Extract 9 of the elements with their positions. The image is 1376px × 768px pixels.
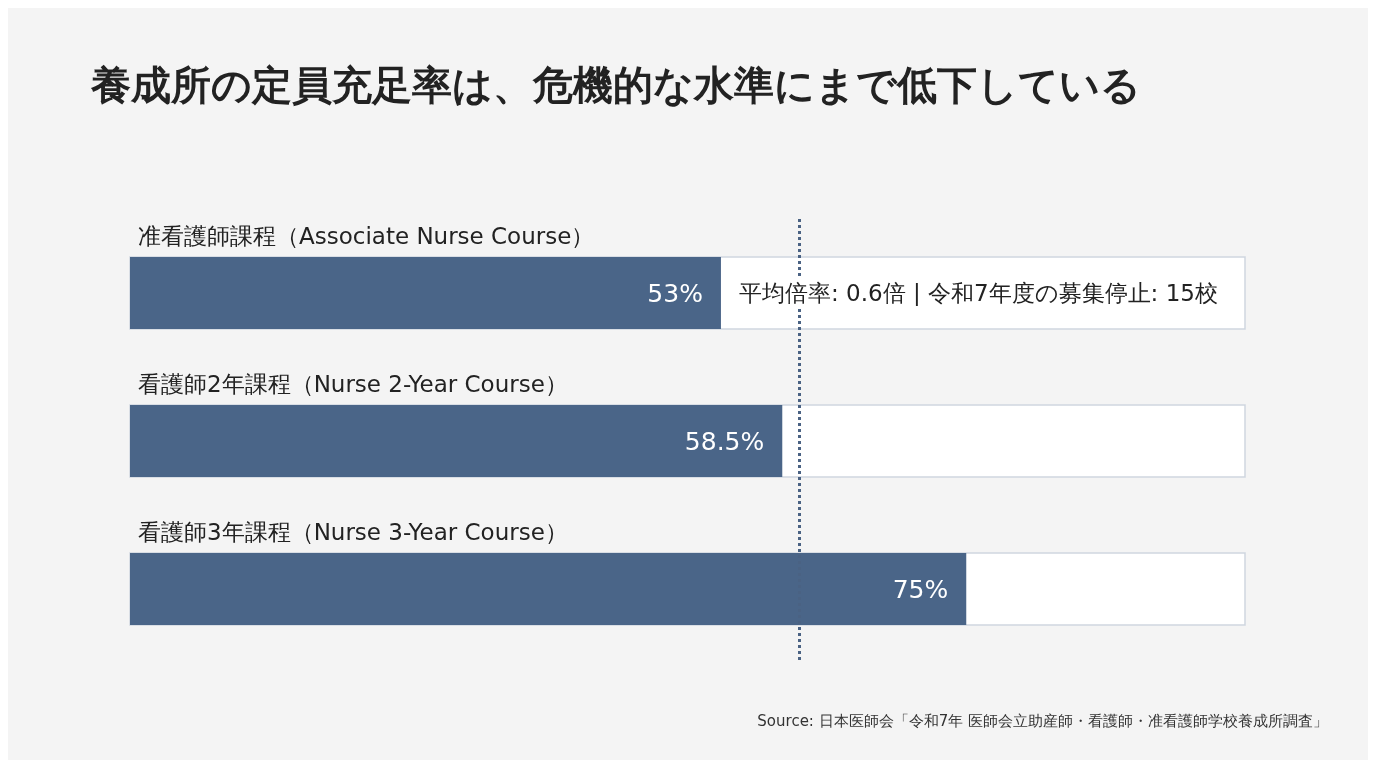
y-tick-label: 准看護師課程（Associate Nurse Course）	[138, 222, 595, 249]
source-note: Source: 日本医師会「令和7年 医師会立助産師・看護師・准看護師学校養成所調査」	[757, 711, 1328, 730]
y-tick-label: 看護師3年課程（Nurse 3-Year Course）	[138, 518, 568, 545]
chart-title: 養成所の定員充足率は、危機的な水準にまで低下している	[90, 62, 1141, 108]
annotation: 平均倍率: 0.6倍 | 令和7年度の募集停止: 15校	[738, 280, 1218, 306]
y-tick-label: 看護師2年課程（Nurse 2-Year Course）	[138, 370, 568, 397]
data-label: 75%	[892, 574, 949, 604]
data-label: 53%	[647, 278, 703, 308]
data-label: 58.5%	[684, 426, 765, 456]
